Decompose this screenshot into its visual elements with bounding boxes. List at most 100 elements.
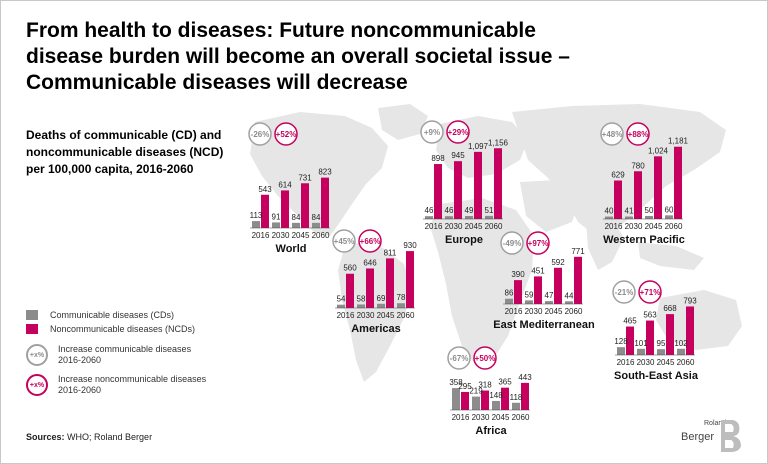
- year-tick-label: 2016: [252, 231, 270, 240]
- value-label-cd: 40: [605, 207, 614, 216]
- cd-change-badge: [500, 231, 524, 255]
- value-label-cd: 46: [445, 206, 454, 215]
- bar-ncd: [454, 161, 462, 219]
- subtitle-line-3: per 100,000 capita, 2016-2060: [26, 162, 194, 176]
- ncd-change-value: +66%: [360, 237, 381, 246]
- value-label-ncd: 1,024: [648, 146, 669, 155]
- legend-label-ncd: Noncommunicable diseases (NCDs): [50, 324, 196, 334]
- map-australia: [656, 290, 742, 350]
- bar-ncd: [406, 251, 414, 308]
- year-tick-label: 2030: [472, 413, 490, 422]
- region-chart-europe: 468982016469452030491,0972045511,1562060…: [420, 120, 509, 246]
- year-tick-label: 2030: [525, 307, 543, 316]
- value-label-cd: 46: [425, 206, 434, 215]
- value-label-ncd: 945: [451, 151, 465, 160]
- cd-change-value: -67%: [450, 354, 469, 363]
- bar-cd: [505, 298, 513, 304]
- value-label-ncd: 823: [318, 168, 332, 177]
- legend-swatch-cd: [26, 310, 38, 320]
- year-tick-label: 2016: [505, 307, 523, 316]
- value-label-ncd: 451: [531, 266, 545, 275]
- legend-item-cd-increase: +x% Increase communicable diseases 2016-…: [26, 344, 191, 366]
- subtitle-line-1: Deaths of communicable (CD) and: [26, 128, 222, 142]
- bar-cd: [677, 348, 685, 355]
- region-chart-south-east-asia: 128 465 2016 101 563 2030 95 668 2045 102 793 2060 S…: [612, 280, 699, 382]
- cd-change-value: +45%: [334, 237, 355, 246]
- map-india: [586, 218, 624, 270]
- value-label-ncd: 898: [431, 154, 445, 163]
- cd-change-badge: [248, 122, 272, 146]
- map-asia: [512, 104, 726, 236]
- ncd-change-badge: [473, 346, 497, 370]
- bar-ncd: [534, 276, 542, 304]
- year-tick-label: 2045: [657, 358, 675, 367]
- legend-label-ncd-increase: Increase noncommunicable diseases 2016-2…: [58, 374, 206, 396]
- bar-cd: [565, 301, 573, 304]
- value-label-ncd: 560: [343, 264, 357, 273]
- value-label-cd: 54: [337, 295, 346, 304]
- value-label-ncd: 563: [643, 311, 657, 320]
- legend-label-cd: Communicable diseases (CDs): [50, 310, 175, 320]
- legend-badge-ncd: +x%: [26, 374, 48, 396]
- ncd-change-value: +97%: [528, 239, 549, 248]
- year-tick-label: 2030: [637, 358, 655, 367]
- bar-cd: [337, 304, 345, 308]
- value-label-ncd: 592: [551, 258, 565, 267]
- legend-badge-cd: +x%: [26, 344, 48, 366]
- bar-cd: [665, 215, 673, 219]
- bar-cd: [617, 347, 625, 355]
- value-label-ncd: 543: [258, 185, 272, 194]
- ncd-change-badge: [526, 231, 550, 255]
- value-label-ncd: 780: [631, 161, 645, 170]
- bar-ncd: [261, 194, 269, 228]
- roland-berger-logo: Roland Berger: [681, 418, 743, 454]
- bar-cd: [472, 396, 480, 410]
- legend-ncd-increase-line-2: 2016-2060: [58, 385, 102, 395]
- value-label-ncd: 295: [458, 382, 472, 391]
- ncd-change-badge: [358, 229, 382, 253]
- bar-ncd: [686, 306, 694, 355]
- page-title: From health to diseases: Future noncommu…: [26, 18, 666, 96]
- bar-ncd: [634, 171, 642, 219]
- year-tick-label: 2030: [272, 231, 290, 240]
- value-label-cd: 58: [357, 294, 366, 303]
- value-label-cd: 69: [377, 294, 386, 303]
- value-label-ncd: 365: [498, 378, 512, 387]
- cd-change-badge: [612, 280, 636, 304]
- map-greenland: [378, 104, 428, 140]
- bar-ncd: [386, 258, 394, 308]
- bar-ncd: [674, 146, 682, 219]
- ncd-change-badge: [626, 122, 650, 146]
- cd-change-value: -26%: [251, 130, 270, 139]
- bar-cd: [485, 215, 493, 219]
- ncd-change-badge: [446, 120, 470, 144]
- bar-cd: [445, 216, 453, 219]
- year-tick-label: 2030: [445, 222, 463, 231]
- value-label-cd: 51: [485, 206, 494, 215]
- ncd-change-value: +52%: [276, 130, 297, 139]
- cd-change-value: +48%: [602, 130, 623, 139]
- bar-ncd: [346, 273, 354, 308]
- value-label-ncd: 771: [571, 247, 585, 256]
- region-name: Americas: [351, 323, 401, 335]
- legend-label-cd-increase: Increase communicable diseases 2016-2060: [58, 344, 191, 366]
- bar-ncd: [366, 268, 374, 308]
- value-label-ncd: 1,156: [488, 138, 509, 147]
- legend-item-ncd: Noncommunicable diseases (NCDs): [26, 324, 195, 334]
- ncd-change-badge: [638, 280, 662, 304]
- value-label-cd: 118: [510, 393, 523, 402]
- source-label: Sources:: [26, 432, 65, 442]
- legend-cd-increase-line-2: 2016-2060: [58, 355, 102, 365]
- cd-change-badge: [420, 120, 444, 144]
- logo-text-big: Berger: [681, 431, 715, 443]
- value-label-cd: 84: [292, 213, 301, 222]
- value-label-cd: 95: [657, 339, 666, 348]
- value-label-cd: 44: [565, 291, 574, 300]
- bar-cd: [272, 222, 280, 228]
- value-label-ncd: 1,181: [668, 137, 689, 146]
- logo-b-icon: [721, 420, 741, 452]
- bar-cd: [657, 349, 665, 355]
